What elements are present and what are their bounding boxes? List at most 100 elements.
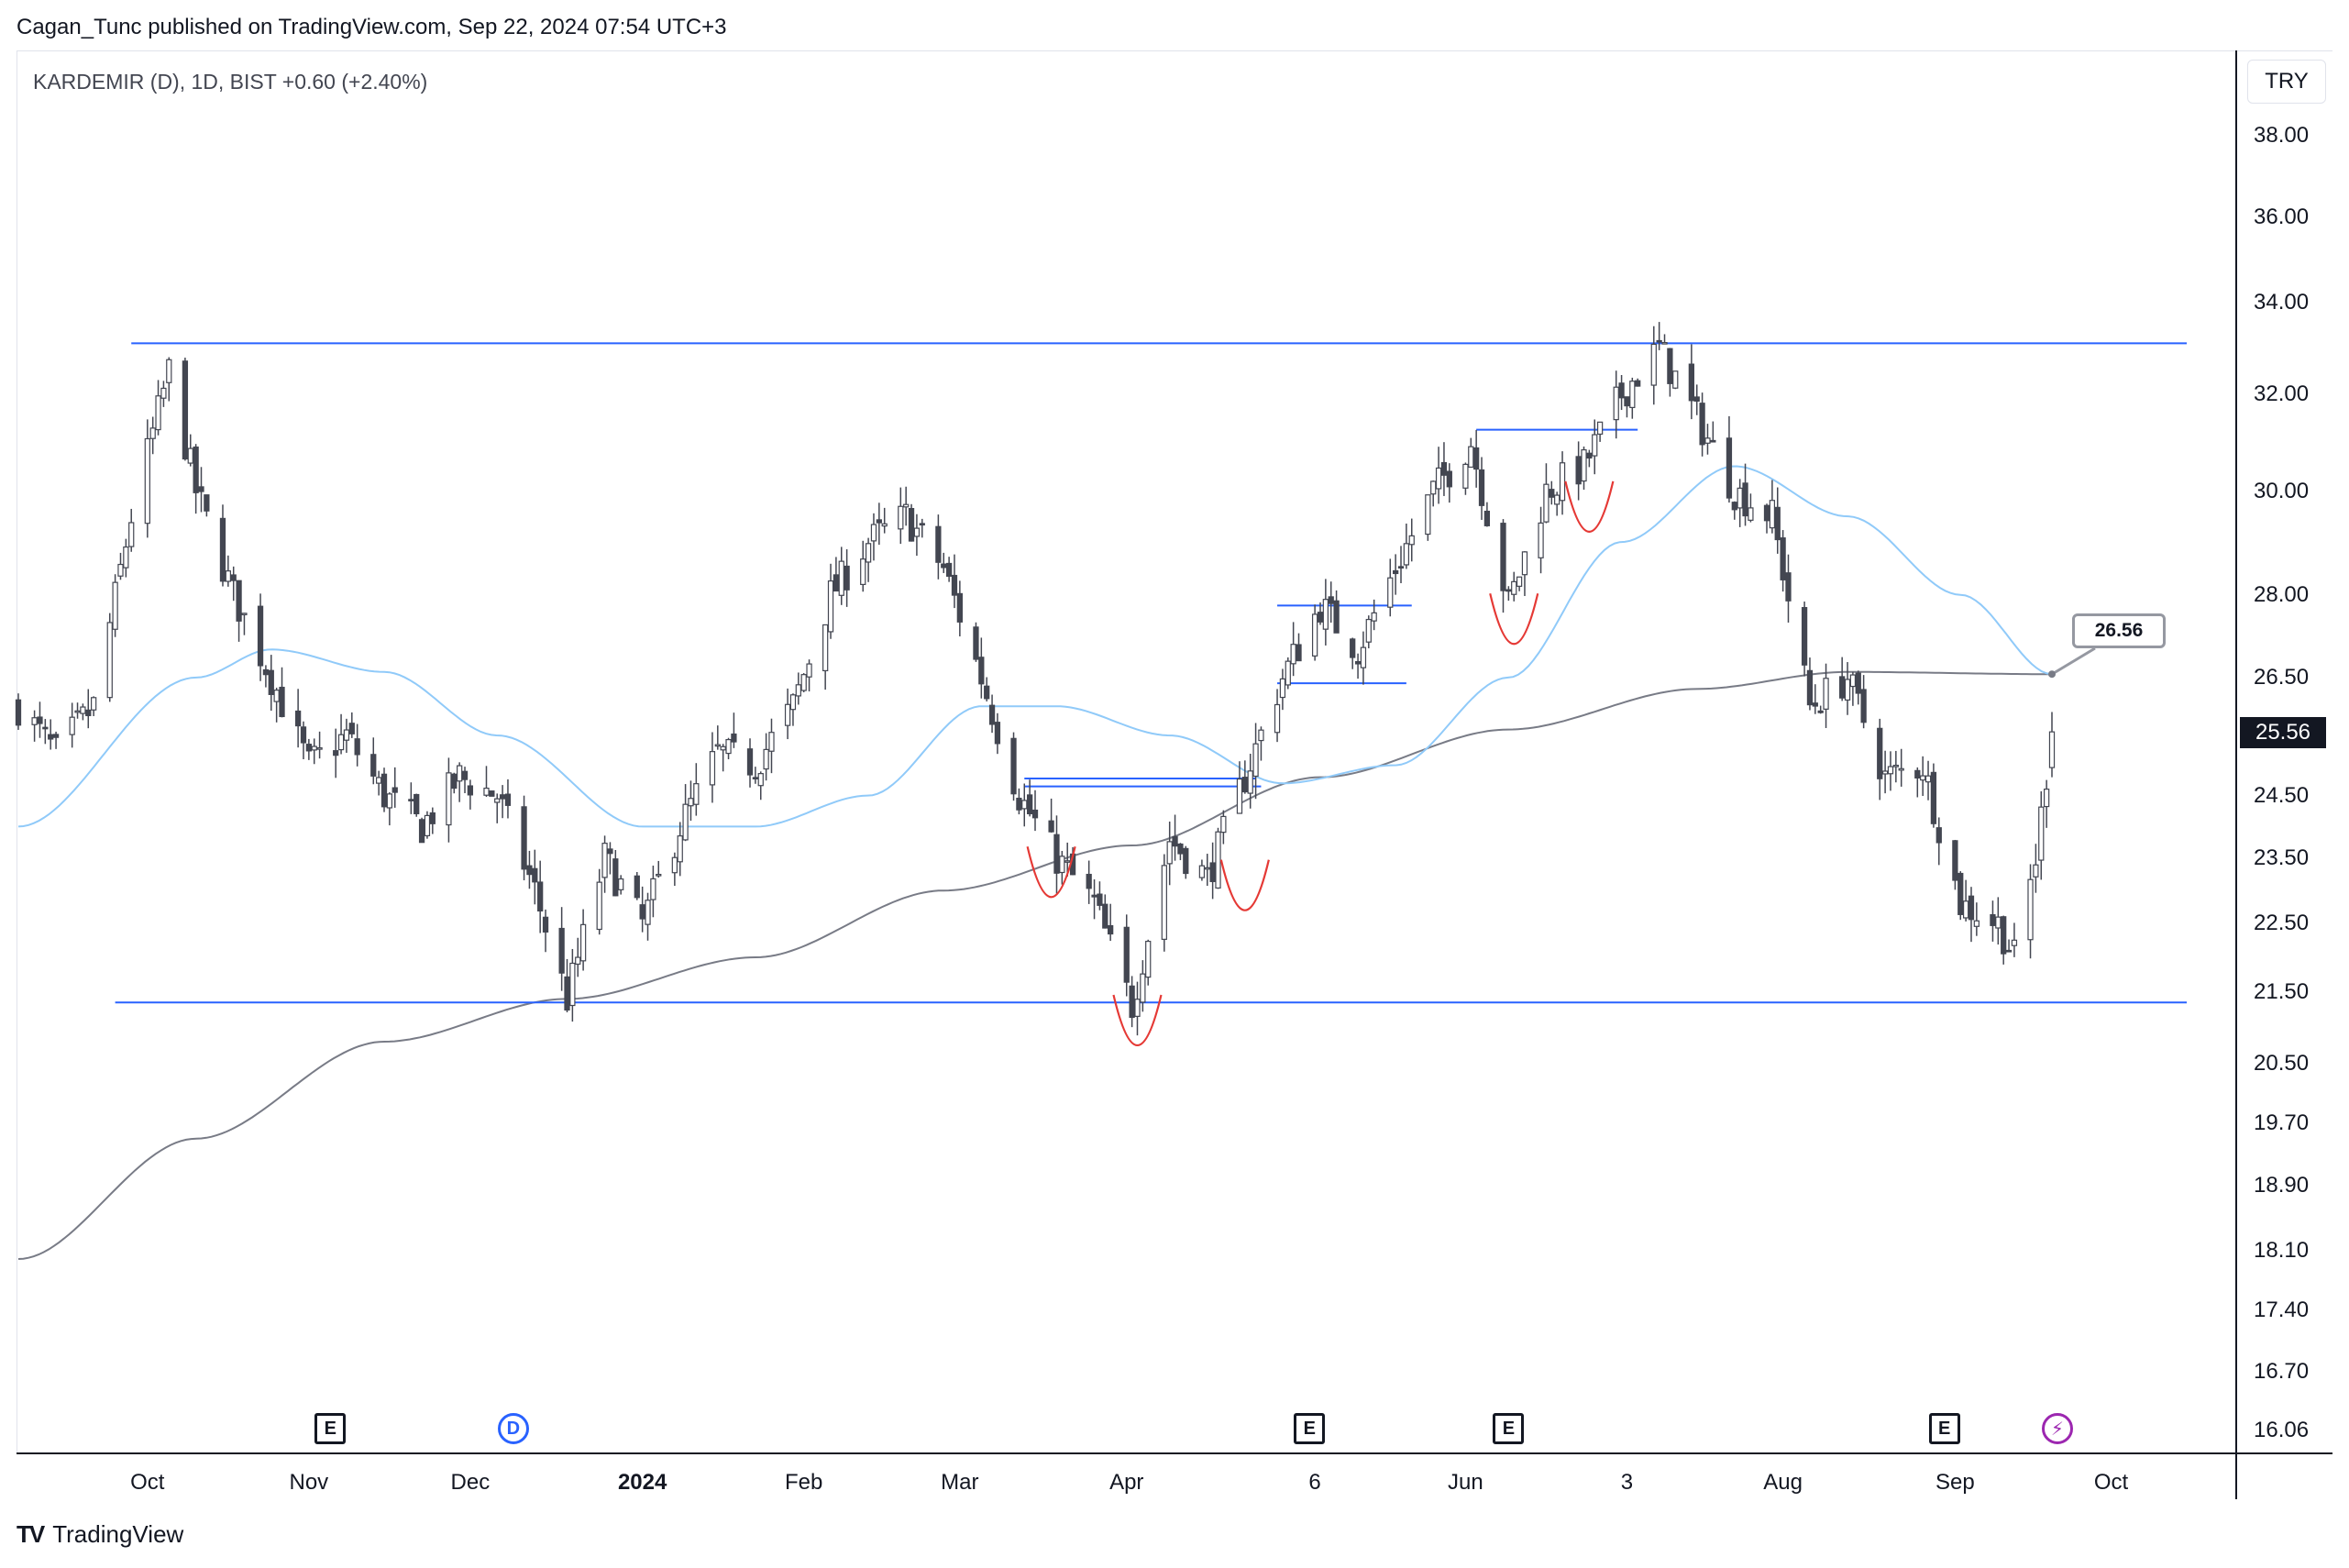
alert-marker-icon[interactable]: ⚡ (2041, 1413, 2073, 1444)
candle[interactable] (241, 613, 248, 635)
candle[interactable] (446, 757, 452, 843)
candle[interactable] (1554, 491, 1560, 516)
candle[interactable] (1360, 631, 1367, 685)
candle[interactable] (951, 554, 958, 609)
candle[interactable] (257, 593, 264, 681)
candle[interactable] (822, 624, 829, 690)
candle[interactable] (1656, 322, 1662, 350)
candle[interactable] (1097, 881, 1103, 911)
candle[interactable] (69, 702, 75, 748)
candle[interactable] (1780, 530, 1786, 592)
candle[interactable] (746, 738, 754, 788)
candle[interactable] (2011, 922, 2018, 957)
candle[interactable] (618, 875, 624, 895)
candle[interactable] (2033, 844, 2039, 893)
candle[interactable] (1710, 421, 1716, 443)
candle[interactable] (392, 767, 398, 808)
candle[interactable] (827, 563, 834, 639)
candle[interactable] (1478, 457, 1485, 520)
candle[interactable] (881, 507, 888, 534)
candle[interactable] (1958, 871, 1964, 921)
candle[interactable] (956, 580, 963, 637)
candle[interactable] (903, 486, 910, 526)
candle[interactable] (1860, 675, 1867, 729)
candle[interactable] (1371, 599, 1377, 631)
candle[interactable] (1521, 551, 1528, 596)
candle[interactable] (1990, 900, 1996, 942)
candle[interactable] (1892, 750, 1899, 783)
candle[interactable] (354, 723, 360, 767)
pattern-arc[interactable] (1026, 846, 1076, 899)
candle[interactable] (414, 793, 420, 817)
candle[interactable] (682, 784, 689, 842)
ma-value-callout[interactable]: 26.56 (2072, 613, 2166, 648)
candle[interactable] (348, 712, 355, 738)
candle[interactable] (380, 767, 388, 812)
candle[interactable] (1973, 902, 1980, 936)
candle[interactable] (1823, 663, 1829, 728)
candle[interactable] (279, 667, 285, 718)
candle[interactable] (1236, 761, 1243, 814)
candle[interactable] (1215, 827, 1221, 889)
candle[interactable] (1048, 798, 1054, 834)
candle[interactable] (1817, 705, 1824, 714)
candle[interactable] (467, 779, 474, 810)
candle[interactable] (1279, 668, 1286, 711)
candle[interactable] (1204, 854, 1210, 887)
candle[interactable] (1064, 842, 1071, 877)
candle[interactable] (1635, 378, 1641, 387)
candle[interactable] (1285, 657, 1291, 690)
candle[interactable] (1010, 732, 1017, 801)
candle[interactable] (1145, 939, 1152, 986)
candle[interactable] (1322, 579, 1329, 646)
candle[interactable] (15, 693, 22, 730)
candle[interactable] (1769, 480, 1776, 534)
candle[interactable] (2038, 791, 2045, 880)
candle[interactable] (42, 719, 49, 745)
candle[interactable] (1581, 446, 1587, 491)
candle[interactable] (671, 852, 678, 887)
candle[interactable] (876, 502, 882, 546)
candle[interactable] (1440, 442, 1448, 496)
candle[interactable] (457, 762, 463, 802)
candle[interactable] (984, 677, 990, 701)
candle[interactable] (1726, 415, 1733, 503)
candle[interactable] (117, 552, 124, 580)
candle[interactable] (1091, 878, 1097, 920)
candle[interactable] (720, 744, 726, 772)
candle[interactable] (795, 672, 801, 705)
candle[interactable] (860, 540, 866, 592)
candle[interactable] (1618, 374, 1625, 411)
candle[interactable] (1592, 419, 1598, 475)
candle[interactable] (725, 737, 732, 760)
currency-button[interactable]: TRY (2247, 60, 2326, 104)
candle[interactable] (182, 358, 189, 461)
candle[interactable] (1220, 810, 1227, 845)
candle[interactable] (870, 513, 877, 561)
candle[interactable] (1134, 981, 1141, 1036)
candle[interactable] (838, 547, 844, 605)
candle[interactable] (1328, 581, 1334, 624)
candle[interactable] (1350, 637, 1356, 669)
candle[interactable] (1053, 815, 1060, 894)
candle[interactable] (1483, 502, 1491, 527)
candle[interactable] (343, 718, 350, 753)
candle[interactable] (1801, 602, 1808, 677)
candle[interactable] (337, 713, 345, 755)
candle[interactable] (1855, 670, 1861, 705)
candle[interactable] (1425, 494, 1431, 541)
candle[interactable] (1183, 845, 1189, 879)
candle[interactable] (1516, 576, 1523, 591)
candle[interactable] (1500, 519, 1506, 613)
candle[interactable] (1549, 480, 1555, 505)
candle[interactable] (294, 689, 302, 748)
candle[interactable] (1473, 429, 1480, 488)
candle[interactable] (789, 693, 797, 726)
candle[interactable] (236, 580, 242, 642)
candle[interactable] (1505, 586, 1512, 602)
candle[interactable] (1763, 503, 1770, 534)
dividend-marker-icon[interactable]: D (497, 1413, 529, 1444)
candle[interactable] (1952, 839, 1958, 890)
candle[interactable] (85, 689, 92, 729)
